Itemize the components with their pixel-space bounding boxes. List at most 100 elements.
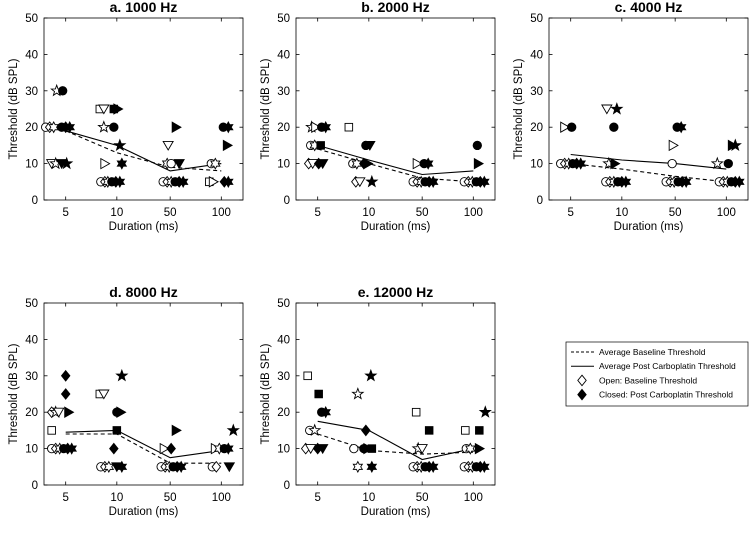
y-tick-label: 40: [25, 49, 38, 61]
x-tick-label: 10: [362, 207, 375, 219]
post-average-line: [65, 130, 222, 172]
post-average-line: [570, 153, 727, 170]
panel-title: b. 2000 Hz: [361, 0, 429, 15]
data-point-triangle-right-filled: [116, 406, 127, 418]
data-point-square-open: [411, 407, 421, 417]
y-tick-label: 0: [284, 480, 290, 492]
y-tick-label: 50: [530, 13, 543, 25]
axes-box: [43, 302, 244, 486]
data-point-circle-open: [349, 443, 359, 454]
data-point-triangle-down-filled: [173, 159, 185, 170]
data-point-triangle-down-open: [98, 104, 110, 115]
axes-box: [43, 17, 244, 201]
y-tick-label: 0: [537, 195, 543, 207]
data-point-hexagram-filled: [320, 121, 332, 134]
y-tick-label: 30: [25, 86, 38, 98]
data-point-triangle-right-open: [311, 121, 322, 133]
data-point-circle-open: [166, 158, 176, 169]
data-point-circle-filled: [567, 122, 577, 132]
data-point-diamond-filled: [166, 442, 176, 455]
panel-title: c. 4000 Hz: [615, 0, 683, 15]
x-axis-label: Duration (ms): [614, 221, 684, 233]
x-tick-label: 5: [314, 492, 320, 504]
data-point-triangle-right-filled: [473, 157, 485, 170]
data-point-square-filled: [367, 444, 377, 453]
data-point-hexagram-filled: [427, 175, 439, 188]
post-average-line: [317, 420, 474, 461]
y-tick-label: 20: [25, 122, 38, 134]
data-point-square-filled: [314, 389, 323, 399]
panel-1: 0 10 20 30 40 50 5 10 50 100 a. 1000 Hz Duration (m…: [8, 0, 244, 233]
x-tick-label: 100: [717, 207, 736, 219]
data-point-hexagram-filled: [675, 121, 687, 134]
legend: Average Baseline Threshold Average Post C…: [565, 341, 749, 407]
x-tick-label: 5: [62, 207, 68, 219]
post-average-line: [65, 429, 222, 459]
data-point-triangle-right-open: [100, 157, 111, 170]
y-tick-label: 10: [25, 444, 38, 456]
data-point-diamond-filled: [109, 442, 119, 455]
baseline-average-line: [317, 433, 474, 455]
data-point-star-open: [351, 387, 365, 400]
data-point-hexagram-filled: [66, 442, 78, 455]
y-tick-label: 0: [284, 195, 290, 207]
data-point-triangle-right-open: [668, 139, 679, 152]
y-axis-label: Threshold (dB SPL): [8, 343, 20, 444]
data-point-triangle-right-open: [208, 176, 220, 188]
data-point-triangle-down-open: [354, 177, 366, 188]
panel-title: a. 1000 Hz: [110, 0, 178, 15]
data-point-hexagram-filled: [478, 175, 490, 188]
data-point-triangle-right-open: [560, 121, 571, 133]
y-tick-label: 30: [277, 86, 290, 98]
data-point-star-filled: [226, 423, 240, 436]
y-tick-label: 20: [25, 407, 38, 419]
data-point-circle-open: [667, 158, 677, 169]
data-point-diamond-filled: [60, 388, 71, 400]
y-axis-label: Threshold (dB SPL): [513, 58, 525, 159]
y-tick-label: 30: [277, 371, 290, 383]
x-tick-label: 100: [464, 207, 483, 219]
data-point-star-filled: [610, 102, 624, 115]
data-point-triangle-down-filled: [316, 444, 329, 455]
data-point-hexagram-filled: [320, 406, 332, 419]
data-point-diamond-filled: [361, 424, 371, 437]
x-tick-label: 50: [416, 207, 429, 219]
x-tick-label: 10: [362, 492, 375, 504]
axes-box: [548, 17, 749, 201]
x-axis-label: Duration (ms): [361, 221, 431, 233]
legend-box: [565, 341, 749, 407]
data-point-triangle-right-filled: [171, 424, 182, 437]
x-tick-label: 50: [669, 207, 682, 219]
data-point-triangle-right-filled: [113, 103, 124, 115]
data-point-circle-filled: [58, 86, 68, 96]
data-point-circle-filled: [472, 140, 482, 151]
data-point-diamond-open: [211, 460, 222, 473]
y-tick-label: 10: [25, 159, 38, 171]
data-point-square-open: [47, 426, 56, 435]
legend-swatch-diamond-filled: [577, 388, 587, 401]
legend-label: Open: Baseline Threshold: [599, 375, 697, 385]
x-tick-label: 100: [212, 492, 231, 504]
y-axis-label: Threshold (dB SPL): [260, 343, 272, 444]
data-point-triangle-down-open: [601, 104, 613, 115]
y-tick-label: 20: [277, 122, 290, 134]
legend-label: Average Post Carboplatin Threshold: [599, 361, 736, 371]
data-point-hexagram-filled: [680, 175, 692, 188]
data-point-circle-filled: [109, 122, 119, 132]
data-point-star-filled: [728, 138, 742, 151]
x-tick-label: 5: [314, 207, 320, 219]
data-point-triangle-right-filled: [171, 121, 182, 133]
y-tick-label: 50: [25, 298, 38, 310]
y-tick-label: 30: [25, 371, 38, 383]
y-tick-label: 50: [277, 298, 290, 310]
data-point-circle-filled: [609, 122, 619, 132]
baseline-average-line: [317, 148, 474, 183]
y-tick-label: 0: [32, 195, 38, 207]
x-tick-label: 10: [110, 207, 123, 219]
data-point-hexagram-filled: [116, 157, 128, 170]
data-point-star-filled: [478, 405, 492, 418]
legend-label: Average Baseline Threshold: [599, 347, 706, 357]
data-point-square-open: [303, 371, 312, 381]
data-point-hexagram-open: [464, 442, 476, 455]
data-point-triangle-right-filled: [610, 157, 621, 170]
